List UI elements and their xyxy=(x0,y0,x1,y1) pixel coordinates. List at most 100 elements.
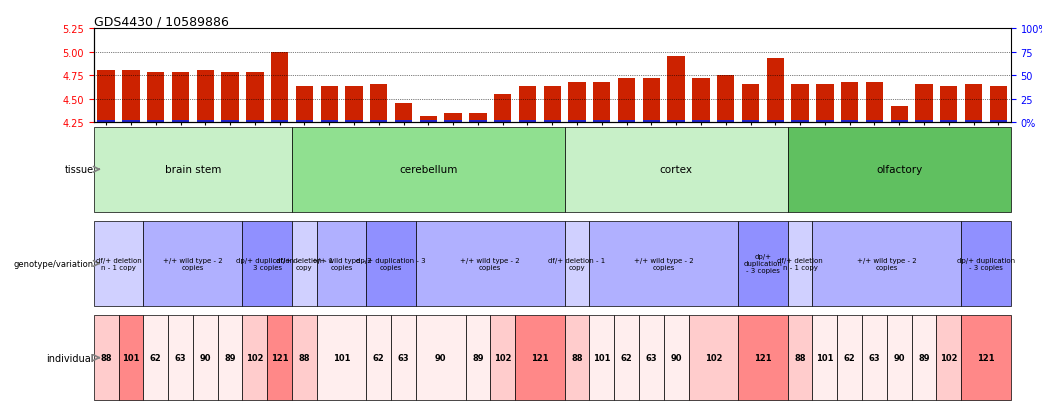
Text: genotype/variation: genotype/variation xyxy=(14,259,94,268)
Bar xyxy=(965,121,983,123)
Text: 121: 121 xyxy=(977,353,995,362)
FancyBboxPatch shape xyxy=(862,316,887,400)
FancyBboxPatch shape xyxy=(168,316,193,400)
Bar xyxy=(321,87,338,123)
FancyBboxPatch shape xyxy=(614,316,639,400)
Bar xyxy=(544,121,561,123)
Bar xyxy=(296,87,313,123)
Bar xyxy=(296,121,313,123)
FancyBboxPatch shape xyxy=(94,316,119,400)
Bar xyxy=(891,121,908,123)
Bar xyxy=(891,107,908,123)
Bar xyxy=(767,121,784,123)
Bar xyxy=(271,120,289,123)
Bar xyxy=(172,73,190,123)
Bar xyxy=(668,57,685,123)
Bar xyxy=(445,121,462,123)
Bar xyxy=(370,121,388,123)
Bar xyxy=(494,95,512,123)
FancyBboxPatch shape xyxy=(317,316,367,400)
Bar xyxy=(147,73,165,123)
Bar xyxy=(568,121,586,123)
FancyBboxPatch shape xyxy=(813,316,838,400)
Bar xyxy=(246,121,264,123)
Bar xyxy=(172,121,190,123)
Bar xyxy=(122,71,140,123)
Text: 62: 62 xyxy=(621,353,632,362)
Bar xyxy=(221,121,239,123)
Bar xyxy=(792,85,809,123)
Bar xyxy=(990,87,1007,123)
Text: cortex: cortex xyxy=(660,165,693,175)
Text: tissue: tissue xyxy=(65,165,94,175)
Text: 90: 90 xyxy=(435,353,446,362)
Text: 102: 102 xyxy=(494,353,512,362)
Text: 90: 90 xyxy=(200,353,212,362)
Text: dp/+ duplication - 3
copies: dp/+ duplication - 3 copies xyxy=(356,257,426,270)
Text: 63: 63 xyxy=(175,353,187,362)
Text: dp/+
duplication
- 3 copies: dp/+ duplication - 3 copies xyxy=(744,254,783,274)
Bar xyxy=(147,121,165,123)
Text: brain stem: brain stem xyxy=(165,165,221,175)
Bar xyxy=(792,121,809,123)
Text: 89: 89 xyxy=(472,353,483,362)
Text: +/+ wild type - 2
copies: +/+ wild type - 2 copies xyxy=(857,257,917,270)
Text: 102: 102 xyxy=(940,353,958,362)
Bar xyxy=(246,73,264,123)
FancyBboxPatch shape xyxy=(788,316,813,400)
Bar xyxy=(742,85,760,123)
Text: 101: 101 xyxy=(122,353,140,362)
Bar xyxy=(717,76,735,123)
FancyBboxPatch shape xyxy=(267,316,292,400)
FancyBboxPatch shape xyxy=(317,221,367,306)
Bar xyxy=(866,121,884,123)
Bar xyxy=(395,104,413,123)
Bar xyxy=(593,83,611,123)
Bar xyxy=(519,87,537,123)
Text: 101: 101 xyxy=(593,353,611,362)
FancyBboxPatch shape xyxy=(243,221,292,306)
Text: +/+ wild type - 2
copies: +/+ wild type - 2 copies xyxy=(312,257,371,270)
FancyBboxPatch shape xyxy=(292,128,565,212)
Bar xyxy=(668,120,685,123)
FancyBboxPatch shape xyxy=(144,316,168,400)
Bar xyxy=(915,85,933,123)
Bar xyxy=(370,85,388,123)
Bar xyxy=(345,87,363,123)
FancyBboxPatch shape xyxy=(788,221,813,306)
Text: 102: 102 xyxy=(246,353,264,362)
FancyBboxPatch shape xyxy=(738,316,788,400)
Bar xyxy=(445,114,462,123)
Text: olfactory: olfactory xyxy=(876,165,922,175)
FancyBboxPatch shape xyxy=(961,316,1011,400)
FancyBboxPatch shape xyxy=(218,316,243,400)
Bar xyxy=(271,52,289,123)
Bar xyxy=(221,73,239,123)
Text: 89: 89 xyxy=(224,353,235,362)
Text: df/+ deletion
n - 1 copy: df/+ deletion n - 1 copy xyxy=(777,257,823,270)
Bar xyxy=(618,121,636,123)
Text: 121: 121 xyxy=(271,353,289,362)
Bar xyxy=(742,121,760,123)
Bar xyxy=(940,87,958,123)
Bar xyxy=(98,120,115,123)
FancyBboxPatch shape xyxy=(94,221,144,306)
Text: 89: 89 xyxy=(918,353,929,362)
Bar xyxy=(544,87,561,123)
FancyBboxPatch shape xyxy=(639,316,664,400)
Bar xyxy=(816,121,834,123)
FancyBboxPatch shape xyxy=(565,316,590,400)
FancyBboxPatch shape xyxy=(813,221,961,306)
Text: 88: 88 xyxy=(571,353,582,362)
Bar xyxy=(197,120,214,123)
FancyBboxPatch shape xyxy=(367,221,416,306)
Bar xyxy=(469,121,487,123)
Bar xyxy=(568,83,586,123)
Text: 63: 63 xyxy=(398,353,410,362)
FancyBboxPatch shape xyxy=(838,316,862,400)
Bar xyxy=(593,121,611,123)
FancyBboxPatch shape xyxy=(466,316,491,400)
Bar xyxy=(841,83,859,123)
Text: GDS4430 / 10589886: GDS4430 / 10589886 xyxy=(94,16,228,29)
Text: df/+ deletion - 1
copy: df/+ deletion - 1 copy xyxy=(276,257,333,270)
